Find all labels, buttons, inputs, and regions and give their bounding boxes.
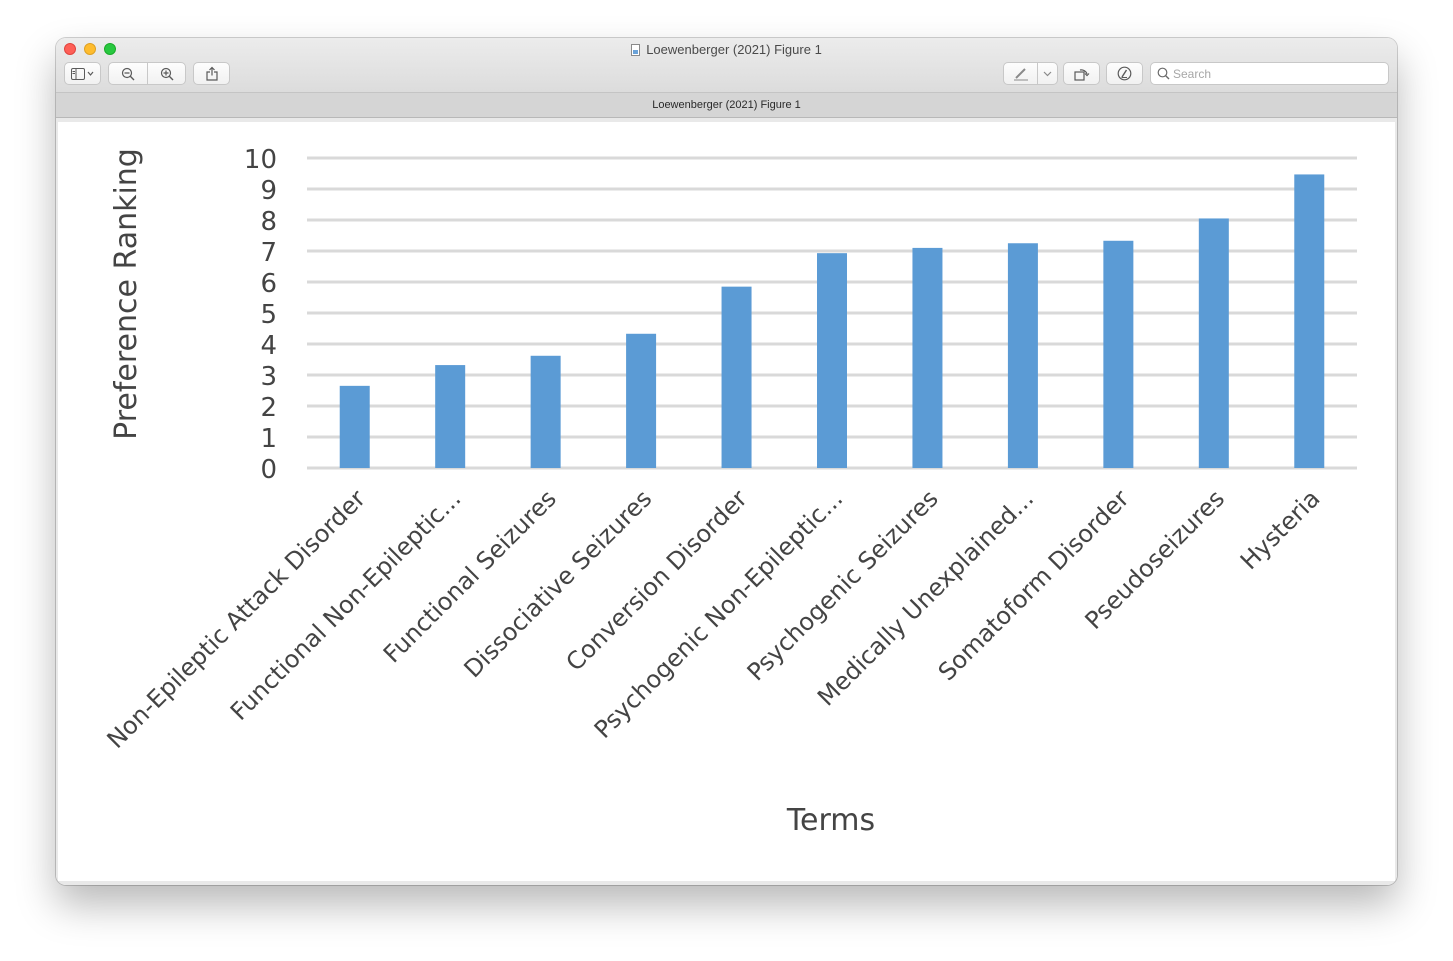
y-tick-label: 2	[260, 393, 277, 423]
search-field[interactable]	[1150, 62, 1389, 85]
chevron-down-icon	[1043, 71, 1052, 77]
minimize-window-button[interactable]	[84, 43, 96, 55]
y-tick-label: 6	[260, 269, 277, 299]
window-title: Loewenberger (2021) Figure 1	[56, 42, 1397, 57]
y-tick-label: 9	[260, 176, 277, 206]
bar	[530, 355, 561, 468]
markup-menu-button[interactable]	[1037, 62, 1058, 85]
y-tick-label: 8	[260, 207, 277, 237]
x-tick-label: Somatoform Disorder	[933, 484, 1135, 686]
x-tick-label: Conversion Disorder	[561, 484, 753, 676]
sidebar-toggle-button[interactable]	[64, 62, 101, 85]
zoom-in-icon	[160, 67, 174, 81]
y-tick-label: 5	[260, 300, 277, 330]
bar	[721, 286, 752, 468]
y-tick-label: 3	[260, 362, 277, 392]
y-tick-label: 10	[244, 145, 277, 175]
document-icon	[631, 44, 641, 56]
document-view[interactable]: 0 1 2 3 4 5 6 7 8 9 10 Non-Epileptic Attack Disord…	[56, 118, 1397, 885]
search-icon	[1157, 67, 1170, 85]
close-window-button[interactable]	[64, 43, 76, 55]
markup-button[interactable]	[1003, 62, 1038, 85]
y-axis-label: Preference Ranking	[109, 148, 144, 440]
x-tick-label: Functional Seizures	[378, 484, 562, 668]
x-tick-label: Psychogenic Seizures	[742, 484, 944, 686]
document-tab[interactable]: Loewenberger (2021) Figure 1	[56, 93, 1397, 118]
bar	[817, 253, 847, 468]
y-tick-label: 0	[260, 455, 277, 485]
bar	[339, 385, 370, 468]
x-axis-ticks: Non-Epileptic Attack DisorderFunctional …	[102, 484, 1326, 754]
zoom-in-button[interactable]	[147, 62, 186, 85]
bar	[1198, 218, 1229, 468]
window-title-text: Loewenberger (2021) Figure 1	[646, 42, 822, 57]
y-tick-label: 1	[260, 424, 277, 454]
x-axis-label: Terms	[786, 803, 875, 838]
x-tick-label: Dissociative Seizures	[459, 484, 658, 683]
rotate-button[interactable]	[1063, 62, 1100, 85]
annotate-icon	[1117, 66, 1132, 81]
rotate-icon	[1073, 66, 1090, 81]
sidebar-icon	[70, 67, 95, 80]
bar	[626, 333, 657, 468]
x-tick-label: Hysteria	[1235, 484, 1326, 575]
figure-page: 0 1 2 3 4 5 6 7 8 9 10 Non-Epileptic Attack Disord…	[58, 122, 1395, 881]
share-icon	[205, 66, 218, 81]
y-tick-label: 4	[260, 331, 277, 361]
annotate-button[interactable]	[1106, 62, 1143, 85]
zoom-out-icon	[121, 67, 135, 81]
bar	[1294, 174, 1325, 468]
search-input[interactable]	[1173, 64, 1373, 83]
title-bar: Loewenberger (2021) Figure 1	[56, 38, 1397, 93]
preview-window: Loewenberger (2021) Figure 1	[56, 38, 1397, 885]
zoom-out-button[interactable]	[108, 62, 148, 85]
bar	[1007, 243, 1038, 468]
y-tick-label: 7	[260, 238, 277, 268]
document-tab-label: Loewenberger (2021) Figure 1	[652, 99, 801, 111]
chart-bars	[339, 174, 1325, 468]
bar	[435, 365, 466, 468]
share-button[interactable]	[193, 62, 230, 85]
bar	[1103, 240, 1134, 468]
bar	[912, 247, 943, 468]
zoom-window-button[interactable]	[104, 43, 116, 55]
markup-pen-icon	[1013, 67, 1029, 81]
